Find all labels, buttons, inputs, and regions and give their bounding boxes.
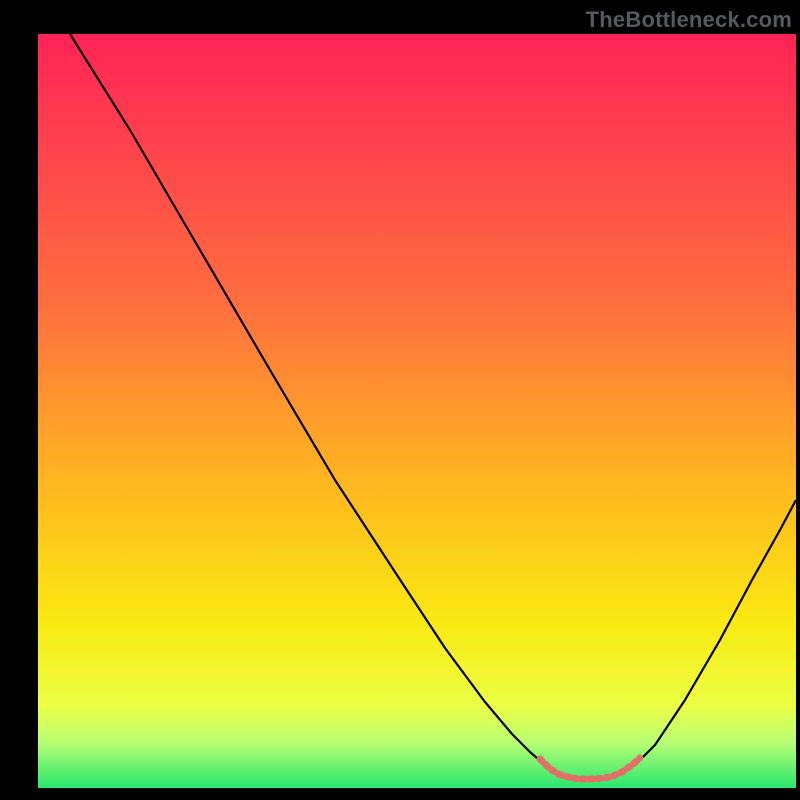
main-curve [70, 34, 796, 779]
curve-svg [0, 0, 800, 800]
bottleneck-chart: TheBottleneck.com [0, 0, 800, 800]
trough-overlay [540, 758, 640, 779]
watermark-text: TheBottleneck.com [586, 7, 792, 33]
